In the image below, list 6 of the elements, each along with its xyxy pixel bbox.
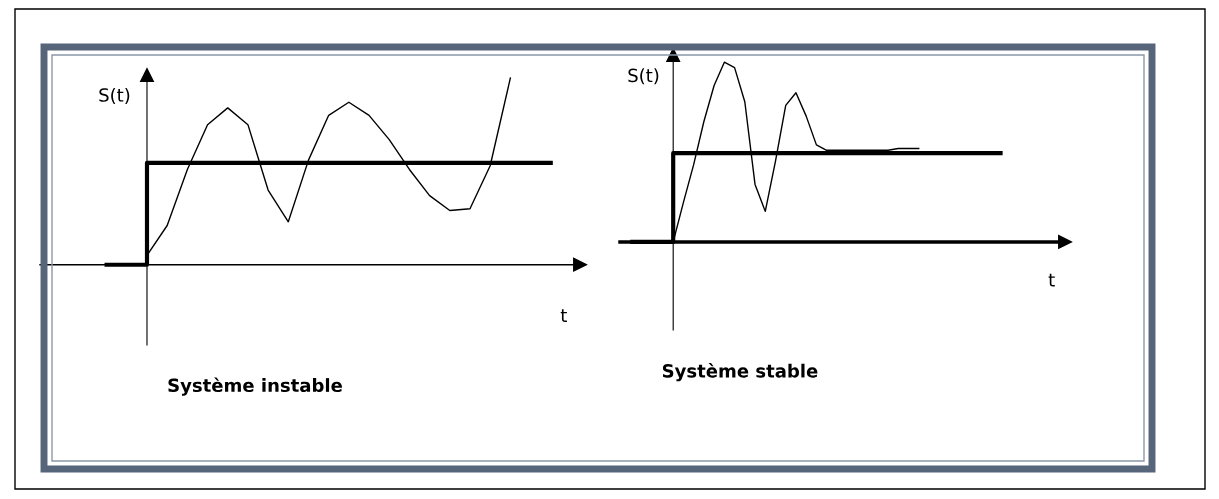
y-axis-title: S(t) bbox=[99, 87, 130, 104]
text: Système instable bbox=[168, 377, 342, 396]
y-axis-title: S(t) bbox=[628, 68, 659, 85]
x-axis-title: t bbox=[560, 309, 567, 322]
x-axis-title: t bbox=[1048, 273, 1055, 287]
text: Système stable bbox=[662, 363, 818, 382]
